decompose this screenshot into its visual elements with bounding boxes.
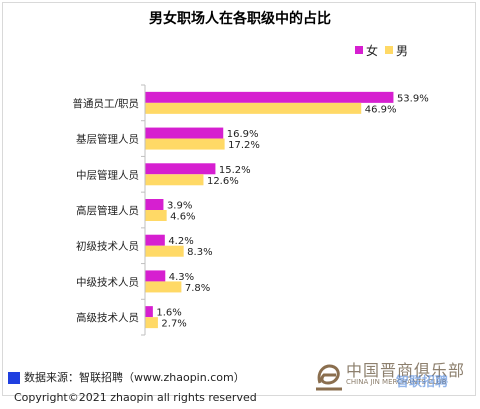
watermark: 中国晋商俱乐部 CHINA JIN MERCHANTS CLUB 智联招聘 — [312, 357, 472, 403]
category-labels: 普通员工/职员基层管理人员中层管理人员高层管理人员初级技术人员中级技术人员高级技… — [72, 97, 139, 324]
category-label: 中层管理人员 — [76, 168, 139, 181]
value-label: 8.3% — [187, 247, 212, 258]
bar-男 — [145, 245, 184, 257]
legend-swatch — [385, 46, 393, 54]
watermark-stamp: 智联招聘 — [396, 375, 449, 390]
legend-label: 男 — [396, 44, 408, 58]
bar-男 — [145, 317, 158, 329]
legend-swatch — [355, 46, 363, 54]
bar-男 — [145, 210, 167, 221]
legend-label: 女 — [366, 43, 378, 58]
value-labels: 53.9%46.9% 16.9%17.2% 15.2%12.6% 3.9%4.6% 4.… — [156, 93, 428, 329]
value-label: 1.6% — [156, 308, 181, 319]
category-label: 初级技术人员 — [76, 240, 139, 253]
watermark-logo-icon — [316, 364, 342, 391]
value-label: 7.8% — [185, 283, 210, 294]
value-label: 17.2% — [228, 140, 260, 151]
chart-frame — [2, 2, 476, 396]
value-label: 4.3% — [169, 272, 194, 283]
watermark-en: CHINA JIN MERCHANTS CLUB — [346, 378, 447, 386]
bar-女 — [145, 91, 394, 103]
copyright: Copyright©2021 zhaopin all rights reserv… — [14, 391, 257, 404]
data-source: 数据来源：智联招聘（www.zhaopin.com） — [24, 371, 245, 384]
bar-女 — [145, 234, 165, 246]
bar-男 — [145, 138, 225, 150]
value-label: 15.2% — [219, 165, 251, 176]
category-label: 普通员工/职员 — [72, 97, 139, 110]
axis-ticks — [141, 84, 145, 336]
bar-女 — [145, 306, 153, 318]
source-marker — [8, 372, 20, 384]
bars — [145, 91, 394, 329]
value-label: 53.9% — [397, 93, 429, 104]
category-label: 中级技术人员 — [76, 275, 139, 288]
value-label: 46.9% — [365, 104, 397, 115]
bar-男 — [145, 174, 204, 186]
bar-男 — [145, 102, 362, 114]
chart-title: 男女职场人在各职级中的占比 — [149, 10, 331, 27]
category-label: 高层管理人员 — [76, 204, 139, 217]
bar-女 — [145, 127, 224, 139]
bar-女 — [145, 199, 164, 210]
value-label: 12.6% — [207, 176, 239, 187]
value-label: 4.2% — [168, 236, 193, 247]
value-label: 2.7% — [161, 319, 186, 330]
value-label: 16.9% — [227, 129, 259, 140]
bar-女 — [145, 270, 166, 282]
bar-女 — [145, 163, 216, 175]
category-label: 基层管理人员 — [76, 133, 139, 146]
watermark-cn: 中国晋商俱乐部 — [346, 361, 466, 380]
category-label: 高级技术人员 — [76, 311, 139, 324]
value-label: 3.9% — [167, 201, 192, 212]
value-label: 4.6% — [170, 212, 195, 223]
legend: 女男 — [355, 43, 408, 58]
bar-男 — [145, 281, 182, 293]
